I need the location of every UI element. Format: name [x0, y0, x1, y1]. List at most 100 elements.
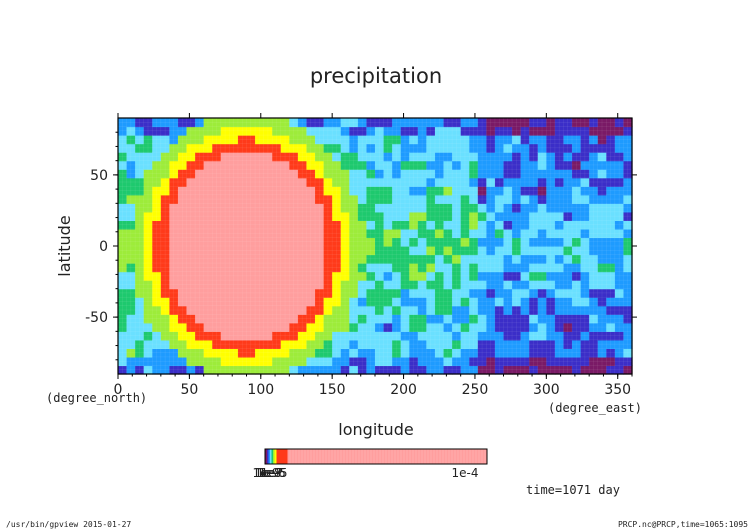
field-cell: [220, 348, 230, 358]
field-cell: [340, 297, 350, 307]
field-cell: [469, 211, 479, 221]
field-cell: [383, 297, 393, 307]
field-cell: [118, 271, 128, 281]
field-cell: [614, 331, 625, 341]
field-cell: [195, 126, 205, 136]
field-cell: [563, 280, 573, 290]
field-cell: [332, 160, 342, 170]
field-cell: [460, 271, 470, 281]
field-cell: [315, 288, 325, 298]
field-cell: [572, 126, 582, 136]
field-cell: [580, 126, 590, 136]
field-cell: [452, 314, 462, 324]
field-cell: [229, 339, 239, 349]
field-cell: [152, 365, 162, 375]
field-cell: [315, 314, 325, 324]
field-cell: [280, 118, 290, 128]
field-cell: [563, 314, 573, 324]
field-cell: [460, 297, 470, 307]
field-cell: [315, 271, 325, 281]
field-cell: [400, 211, 410, 221]
field-cell: [537, 263, 547, 273]
field-cell: [589, 263, 599, 273]
field-cell: [452, 305, 462, 315]
field-cell: [315, 211, 325, 221]
field-cell: [126, 118, 136, 128]
field-cell: [477, 118, 487, 128]
field-cell: [580, 348, 590, 358]
field-cell: [434, 237, 445, 247]
field-cell: [212, 331, 222, 341]
field-cell: [460, 211, 470, 221]
field-cell: [494, 339, 505, 349]
field-cell: [118, 177, 128, 187]
field-cell: [512, 152, 522, 162]
field-cell: [494, 263, 505, 273]
field-cell: [143, 135, 153, 145]
field-cell: [366, 203, 376, 213]
field-cell: [606, 228, 616, 239]
field-cell: [315, 220, 325, 230]
field-cell: [135, 288, 145, 298]
field-cell: [546, 331, 556, 341]
field-cell: [563, 177, 573, 187]
field-cell: [443, 220, 453, 230]
field-cell: [315, 263, 325, 273]
field-cell: [349, 194, 359, 204]
field-cell: [280, 348, 290, 358]
field-cell: [169, 339, 179, 349]
field-cell: [306, 305, 316, 315]
field-cell: [135, 203, 145, 213]
field-cell: [623, 152, 633, 162]
field-cell: [220, 118, 230, 128]
colorbar-frame: [264, 448, 488, 465]
field-cell: [229, 211, 239, 221]
field-cell: [255, 152, 265, 162]
field-cell: [332, 322, 342, 332]
field-cell: [392, 288, 402, 298]
field-cell: [280, 237, 290, 247]
field-cell: [375, 365, 385, 375]
field-cell: [177, 288, 188, 298]
field-cell: [177, 152, 188, 162]
field-cell: [606, 305, 616, 315]
field-cell: [469, 314, 479, 324]
field-cell: [229, 297, 239, 307]
field-cell: [220, 177, 230, 187]
field-cell: [554, 331, 565, 341]
field-cell: [160, 135, 170, 145]
field-cell: [366, 211, 376, 221]
y-tick-label: -50: [85, 310, 108, 326]
field-cell: [212, 314, 222, 324]
field-cell: [400, 331, 410, 341]
field-cell: [512, 263, 522, 273]
field-cell: [203, 348, 213, 358]
field-cell: [357, 237, 368, 247]
field-cell: [520, 152, 530, 162]
field-cell: [537, 254, 547, 264]
field-cell: [126, 126, 136, 136]
field-cell: [255, 211, 265, 221]
field-cell: [340, 348, 350, 358]
field-cell: [169, 220, 179, 230]
field-cell: [494, 203, 505, 213]
field-cell: [563, 339, 573, 349]
field-cell: [118, 331, 128, 341]
field-cell: [297, 254, 308, 264]
field-cell: [263, 263, 273, 273]
field-cell: [512, 220, 522, 230]
field-cell: [580, 331, 590, 341]
field-cell: [332, 143, 342, 153]
field-cell: [323, 356, 333, 367]
field-cell: [340, 160, 350, 170]
field-cell: [520, 118, 530, 128]
field-cell: [589, 331, 599, 341]
field-cell: [152, 305, 162, 315]
colorbar-segment: [273, 449, 275, 464]
field-cell: [443, 118, 453, 128]
field-cell: [160, 331, 170, 341]
field-cell: [512, 348, 522, 358]
field-cell: [434, 322, 445, 332]
field-cell: [212, 220, 222, 230]
